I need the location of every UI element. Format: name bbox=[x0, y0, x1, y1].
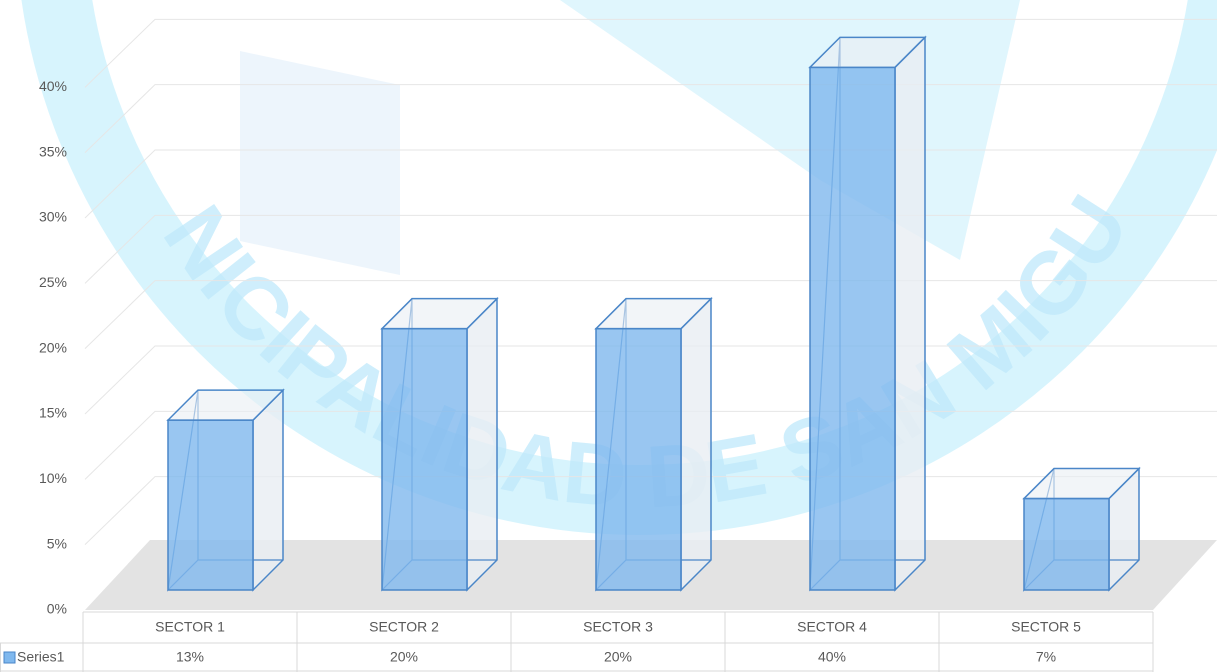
x-tick-label: SECTOR 3 bbox=[583, 619, 653, 635]
legend-label: Series1 bbox=[17, 649, 65, 665]
bar-side bbox=[680, 296, 712, 592]
legend-key bbox=[3, 651, 16, 664]
bar bbox=[381, 327, 468, 591]
x-tick-label: SECTOR 2 bbox=[369, 619, 439, 635]
y-tick-label: 30% bbox=[39, 209, 67, 225]
bar-top bbox=[166, 389, 285, 421]
bar-top bbox=[808, 36, 927, 69]
bar bbox=[1023, 497, 1110, 591]
grid-line bbox=[84, 18, 1217, 88]
y-tick-label: 15% bbox=[39, 405, 67, 421]
table-value: 20% bbox=[390, 649, 418, 665]
x-tick-label: SECTOR 1 bbox=[155, 619, 225, 635]
bar-side bbox=[466, 296, 498, 592]
bar-top bbox=[594, 297, 713, 330]
bar-top bbox=[1022, 467, 1141, 500]
table-value: 40% bbox=[818, 649, 846, 665]
y-tick-label: 5% bbox=[47, 535, 67, 551]
bar bbox=[595, 327, 682, 591]
y-tick-label: 35% bbox=[39, 143, 67, 159]
bar-top bbox=[380, 297, 499, 330]
table-value: 7% bbox=[1036, 649, 1056, 665]
bar bbox=[167, 419, 254, 591]
x-tick-label: SECTOR 4 bbox=[797, 619, 867, 635]
x-tick-label: SECTOR 5 bbox=[1011, 619, 1081, 635]
y-tick-label: 10% bbox=[39, 470, 67, 486]
y-tick-label: 20% bbox=[39, 339, 67, 355]
bar bbox=[809, 66, 896, 591]
y-tick-label: 0% bbox=[47, 601, 67, 617]
data-table bbox=[0, 611, 1154, 672]
y-tick-label: 25% bbox=[39, 274, 67, 290]
bar-side bbox=[894, 35, 926, 592]
table-value: 20% bbox=[604, 649, 632, 665]
table-value: 13% bbox=[176, 649, 204, 665]
y-tick-label: 40% bbox=[39, 78, 67, 94]
